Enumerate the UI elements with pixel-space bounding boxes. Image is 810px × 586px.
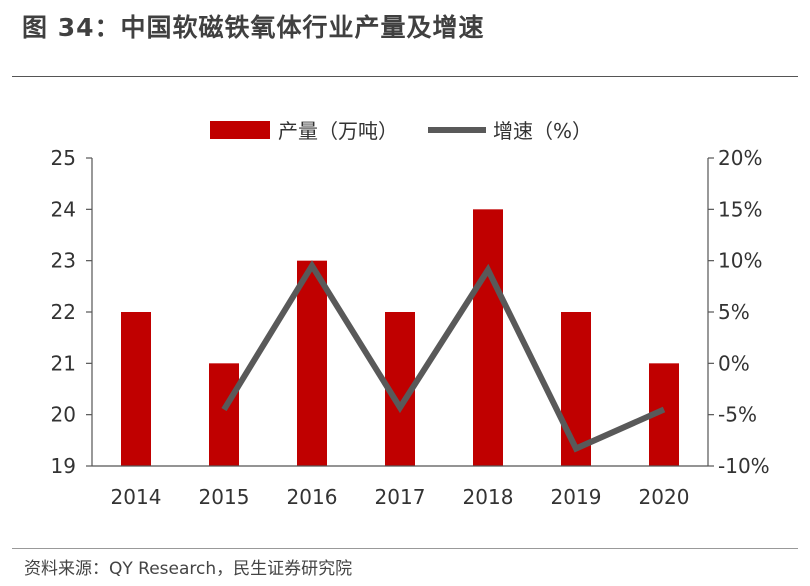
title-divider — [12, 76, 798, 77]
y-right-tick-label: 15% — [718, 197, 762, 221]
y-left-tick-label: 21 — [51, 351, 76, 375]
legend-swatch-bar — [210, 121, 270, 139]
x-tick-label: 2014 — [111, 485, 162, 509]
legend-label-bar: 产量（万吨） — [278, 119, 398, 143]
y-right-tick-label: 20% — [718, 146, 762, 170]
source-note: 资料来源：QY Research，民生证券研究院 — [24, 559, 353, 579]
bar-2015 — [209, 363, 239, 466]
bar-2018 — [473, 209, 503, 466]
y-right-tick-label: -5% — [718, 403, 757, 427]
y-right-tick-label: 5% — [718, 300, 750, 324]
y-left-tick-label: 23 — [51, 249, 76, 273]
legend-label-line: 增速（%） — [493, 119, 592, 143]
bar-2019 — [561, 312, 591, 466]
growth-line — [221, 260, 666, 453]
y-left-tick-label: 22 — [51, 300, 76, 324]
y-left-tick-label: 25 — [51, 146, 76, 170]
x-tick-label: 2015 — [199, 485, 250, 509]
y-right-tick-label: 10% — [718, 249, 762, 273]
bar-2016 — [297, 260, 327, 466]
y-left-tick-label: 24 — [51, 197, 76, 221]
chart: 19 20 21 22 23 24 25 -10% -5% 0% 5% 10% 15% 20% 2014 20… — [51, 119, 770, 509]
y-right-tick-label: -10% — [718, 454, 770, 478]
x-tick-label: 2017 — [375, 485, 426, 509]
bar-2014 — [121, 312, 151, 466]
x-tick-label: 2018 — [463, 485, 514, 509]
x-tick-label: 2020 — [639, 485, 690, 509]
y-left-tick-label: 20 — [51, 403, 76, 427]
x-tick-label: 2016 — [287, 485, 338, 509]
figure-title: 图 34：中国软磁铁氧体行业产量及增速 — [22, 13, 485, 42]
y-left-tick-label: 19 — [51, 454, 76, 478]
source-divider — [12, 548, 798, 549]
x-tick-label: 2019 — [551, 485, 602, 509]
y-right-tick-label: 0% — [718, 351, 750, 375]
